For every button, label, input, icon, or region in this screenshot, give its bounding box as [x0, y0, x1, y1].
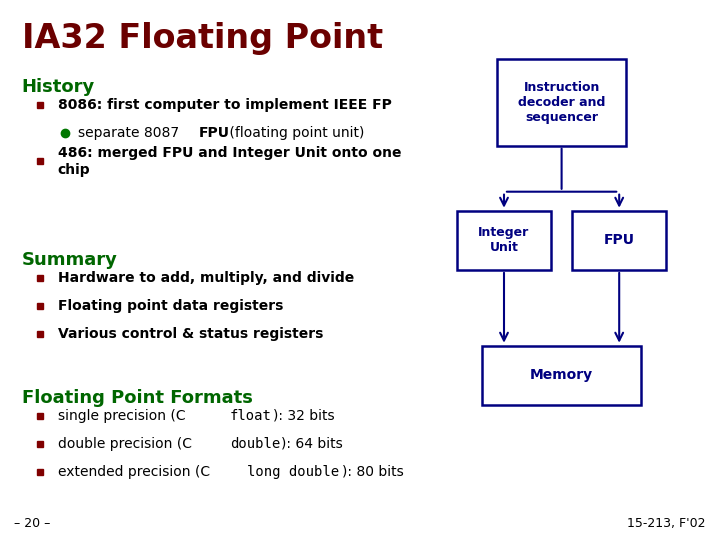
Text: single precision (C: single precision (C: [58, 409, 189, 423]
Text: double precision (C: double precision (C: [58, 437, 196, 451]
Text: Floating Point Formats: Floating Point Formats: [22, 389, 253, 407]
Text: – 20 –: – 20 –: [14, 517, 51, 530]
Text: Floating point data registers: Floating point data registers: [58, 299, 283, 313]
Text: ): 64 bits: ): 64 bits: [282, 437, 343, 451]
Text: ): 32 bits: ): 32 bits: [273, 409, 335, 423]
Text: Hardware to add, multiply, and divide: Hardware to add, multiply, and divide: [58, 271, 354, 285]
Text: Integer
Unit: Integer Unit: [478, 226, 530, 254]
Text: 15-213, F'02: 15-213, F'02: [627, 517, 706, 530]
Text: double: double: [230, 437, 280, 451]
Text: (floating point unit): (floating point unit): [225, 126, 365, 140]
Text: long double: long double: [247, 465, 339, 479]
FancyBboxPatch shape: [497, 59, 626, 146]
Text: 486: merged FPU and Integer Unit onto one
chip: 486: merged FPU and Integer Unit onto on…: [58, 146, 401, 177]
Text: Various control & status registers: Various control & status registers: [58, 327, 323, 341]
Text: IA32 Floating Point: IA32 Floating Point: [22, 22, 383, 55]
Text: FPU: FPU: [603, 233, 635, 247]
FancyBboxPatch shape: [482, 346, 641, 405]
FancyBboxPatch shape: [572, 211, 666, 270]
FancyBboxPatch shape: [457, 211, 551, 270]
Text: Memory: Memory: [530, 368, 593, 382]
Text: Instruction
decoder and
sequencer: Instruction decoder and sequencer: [518, 81, 606, 124]
Text: Summary: Summary: [22, 251, 117, 269]
Text: FPU: FPU: [198, 126, 229, 140]
Text: extended precision (C: extended precision (C: [58, 465, 214, 479]
Text: float: float: [230, 409, 271, 423]
Text: 8086: first computer to implement IEEE FP: 8086: first computer to implement IEEE F…: [58, 98, 392, 112]
Text: History: History: [22, 78, 95, 96]
Text: ): 80 bits: ): 80 bits: [342, 465, 403, 479]
Text: separate 8087: separate 8087: [78, 126, 184, 140]
